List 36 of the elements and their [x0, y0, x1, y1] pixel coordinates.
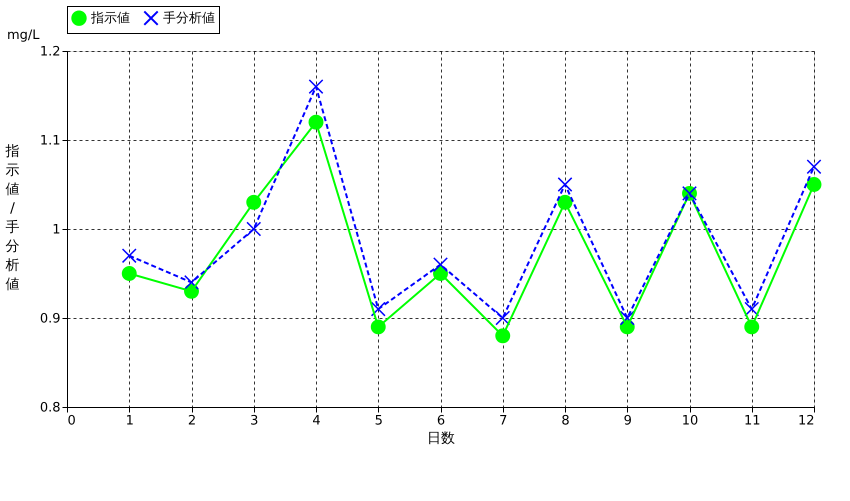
x-tick-label: 0 [68, 414, 76, 428]
x-tick-label: 8 [561, 414, 570, 428]
x-tick-label: 7 [499, 414, 508, 428]
x-tick-label: 1 [126, 414, 134, 428]
x-tick-label: 11 [744, 414, 761, 428]
point [620, 310, 635, 326]
x-tick-label: 10 [682, 414, 698, 428]
y-tick-label: 1 [52, 222, 60, 238]
y-tick-label: 0.9 [40, 312, 60, 326]
legend-label: 指示値 [90, 11, 130, 26]
point [806, 177, 822, 192]
x-tick-label: 4 [312, 414, 321, 428]
x-tick-label: 3 [250, 414, 258, 428]
point [246, 222, 262, 236]
point [308, 79, 324, 94]
x-tick-label: 9 [624, 414, 632, 428]
y-tick-label: 1.2 [40, 44, 60, 60]
point [495, 310, 510, 326]
point [122, 266, 137, 281]
y-tick-label: 1.1 [40, 134, 60, 148]
point [558, 177, 572, 192]
legend-label: 手分析値 [163, 11, 215, 26]
y-tick-label: 0.8 [40, 400, 60, 416]
x-tick-label: 2 [188, 414, 196, 428]
text: mg/L [7, 28, 40, 43]
x-tick-label: 6 [436, 414, 446, 428]
y-axis-title: 指示値/手分析値 [4, 144, 20, 292]
point [806, 159, 822, 174]
point [122, 248, 137, 264]
x-axis-title: 日数 [427, 430, 455, 446]
point [184, 274, 199, 290]
point [370, 302, 386, 317]
point [433, 257, 448, 272]
point [744, 302, 760, 317]
x-tick-label: 5 [374, 414, 383, 428]
x-tick-label: 12 [798, 414, 814, 428]
